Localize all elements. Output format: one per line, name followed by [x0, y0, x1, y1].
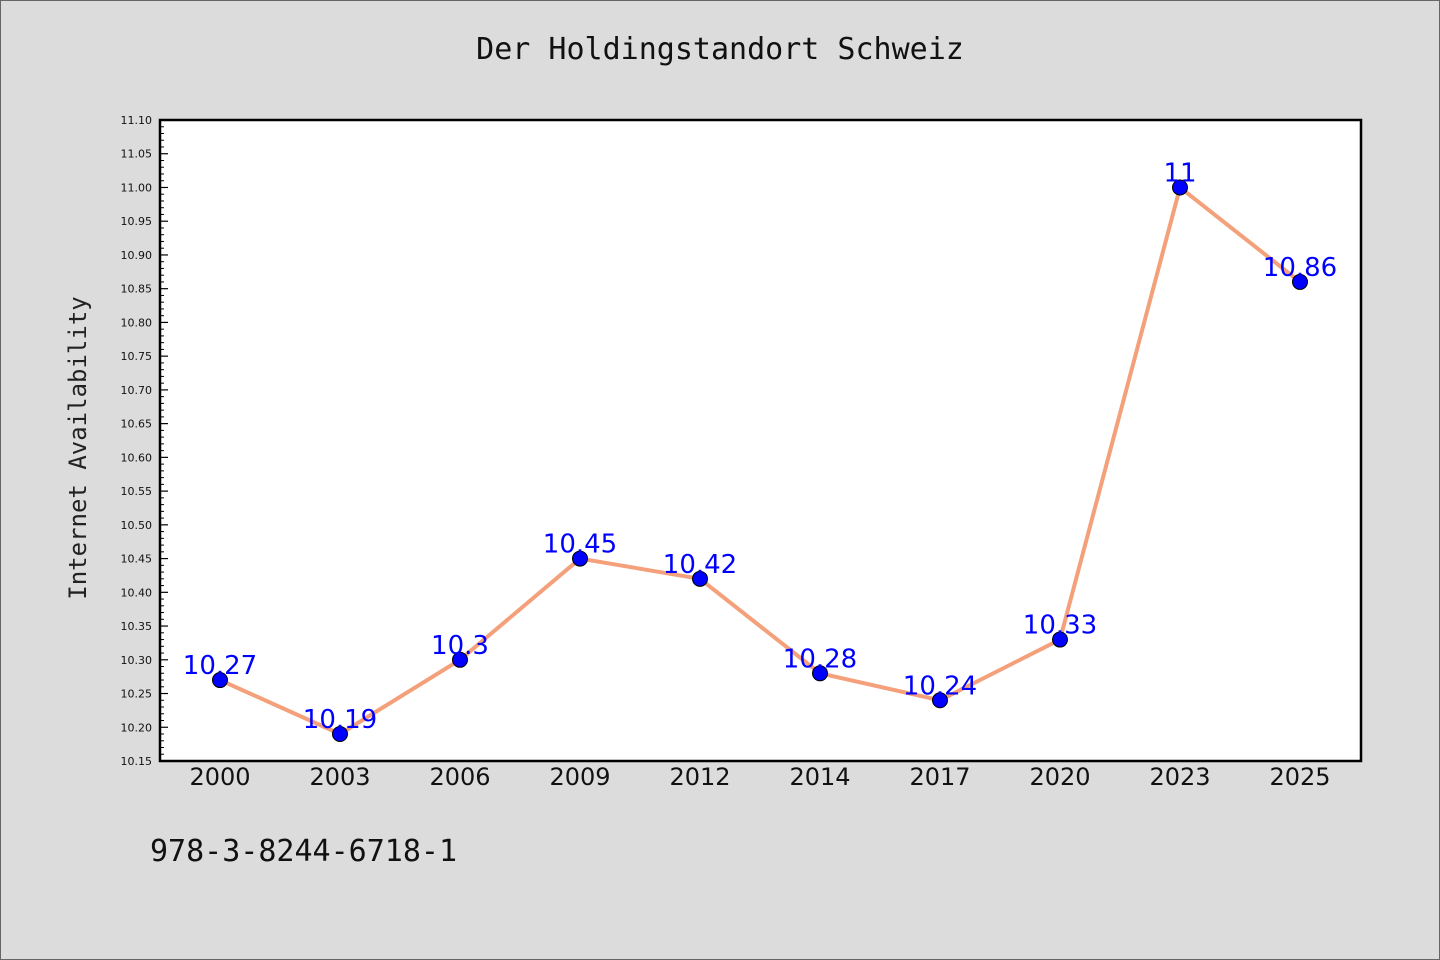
- data-point: [332, 726, 348, 743]
- plot-area: [158, 118, 1363, 763]
- y-tick-label: 10.25: [121, 688, 153, 701]
- data-point: [212, 672, 228, 689]
- data-point: [1052, 631, 1068, 648]
- data-point: [572, 550, 588, 567]
- x-tick-label: 2012: [669, 763, 730, 791]
- x-axis-ticks: 2000 2003 2006 2009 2012 2014 2017 2020 2023 2025: [189, 763, 1330, 791]
- y-tick-label: 10.30: [121, 654, 153, 667]
- y-tick-label: 10.55: [121, 485, 153, 498]
- y-axis-ticks: 10.15 10.20 10.25 10.30 10.35 10.40 10.45 10.50…: [121, 114, 168, 768]
- data-point: [1292, 273, 1308, 290]
- data-label: 10.27: [183, 651, 257, 681]
- y-tick-label: 10.50: [121, 519, 153, 532]
- data-labels: 10.27 10.19 10.3 10.45 10.42 10.28 10.24 10.33 1…: [183, 158, 1337, 735]
- data-point: [692, 570, 708, 587]
- y-tick-label: 10.80: [121, 316, 153, 329]
- data-point: [812, 665, 828, 682]
- x-tick-label: 2014: [789, 763, 850, 791]
- x-tick-label: 2025: [1269, 763, 1330, 791]
- data-point: [452, 651, 468, 668]
- data-label: 10.28: [783, 644, 857, 674]
- y-tick-label: 10.90: [121, 249, 153, 262]
- y-tick-label: 10.45: [121, 553, 153, 566]
- data-point: [1172, 179, 1188, 196]
- data-label: 10.3: [431, 631, 489, 661]
- y-tick-label: 10.95: [121, 215, 153, 228]
- y-tick-label: 10.65: [121, 418, 153, 431]
- x-tick-label: 2020: [1029, 763, 1090, 791]
- x-tick-label: 2023: [1149, 763, 1210, 791]
- y-tick-label: 10.60: [121, 451, 153, 464]
- y-tick-label: 10.35: [121, 620, 153, 633]
- data-label: 10.45: [543, 530, 617, 560]
- data-point: [932, 692, 948, 709]
- x-tick-label: 2003: [309, 763, 370, 791]
- x-tick-label: 2017: [909, 763, 970, 791]
- data-label: 10.33: [1023, 611, 1097, 641]
- data-label: 10.19: [303, 705, 377, 735]
- y-tick-label: 10.75: [121, 350, 153, 363]
- y-tick-label: 10.85: [121, 283, 153, 296]
- x-tick-label: 2000: [189, 763, 250, 791]
- data-label: 10.24: [903, 671, 977, 701]
- data-label: 10.42: [663, 550, 737, 580]
- y-tick-label: 10.40: [121, 586, 153, 599]
- series-markers: [212, 179, 1308, 743]
- y-tick-label: 11.00: [121, 181, 153, 194]
- y-tick-label: 10.70: [121, 384, 153, 397]
- y-tick-label: 11.10: [121, 114, 153, 127]
- y-tick-label: 11.05: [121, 148, 153, 161]
- data-label: 11: [1163, 158, 1196, 188]
- x-tick-label: 2006: [429, 763, 490, 791]
- y-tick-label: 10.20: [121, 721, 153, 734]
- isbn-text: 978-3-8244-6718-1: [150, 834, 458, 869]
- x-tick-label: 2009: [549, 763, 610, 791]
- y-tick-label: 10.15: [121, 755, 153, 768]
- chart-title: Der Holdingstandort Schweiz: [476, 32, 964, 67]
- series-line: [219, 185, 1302, 737]
- data-label: 10.86: [1263, 253, 1337, 283]
